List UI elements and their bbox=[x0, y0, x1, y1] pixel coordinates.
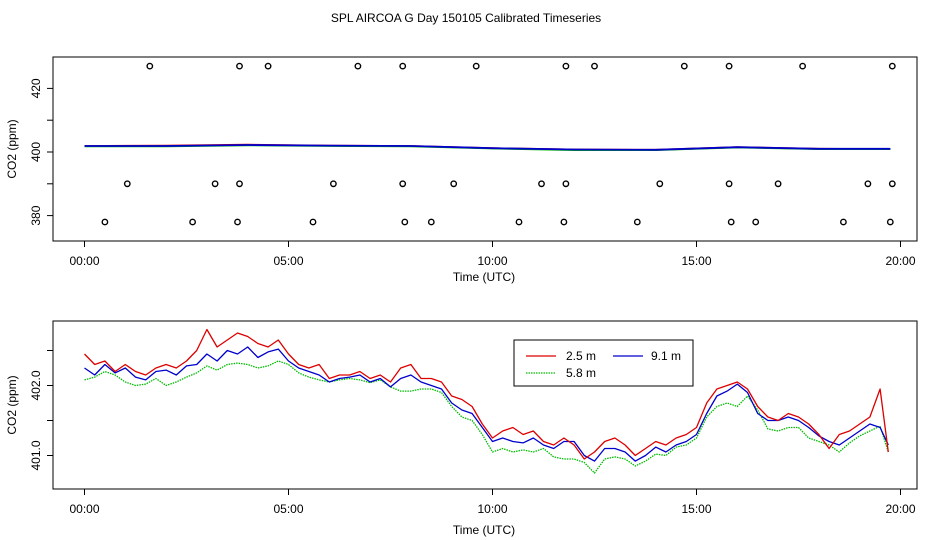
flag-point-378-12 bbox=[886, 218, 894, 226]
bottom-y-tick-label-2: 402.0 bbox=[29, 370, 43, 400]
flag-point-378-6 bbox=[515, 218, 523, 226]
legend-label-9-1m: 9.1 m bbox=[651, 349, 681, 363]
top-flag-points bbox=[101, 62, 896, 226]
flag-point-378-11 bbox=[840, 218, 847, 226]
flag-point-427-4 bbox=[399, 62, 407, 70]
top-y-axis: 380 400 420 bbox=[29, 78, 53, 226]
flag-point-427-11 bbox=[888, 62, 896, 70]
bottom-x-axis: 00:00 05:00 10:00 15:00 20:00 bbox=[69, 489, 916, 516]
flag-point-378-2 bbox=[234, 218, 241, 226]
flag-point-390-12 bbox=[888, 180, 896, 188]
flag-point-427-10 bbox=[799, 62, 806, 70]
flag-point-427-7 bbox=[591, 62, 598, 70]
flag-point-378-7 bbox=[560, 218, 568, 226]
bottom-y-axis: 401.0 402.0 bbox=[29, 350, 53, 471]
flag-point-390-8 bbox=[656, 180, 664, 188]
top-x-axis: 00:00 05:00 10:00 15:00 20:00 bbox=[69, 241, 916, 268]
bottom-y-axis-label: CO2 (ppm) bbox=[5, 375, 19, 434]
flag-point-378-0 bbox=[101, 218, 109, 226]
bottom-x-tick-label-3: 15:00 bbox=[681, 502, 711, 516]
top-x-tick-label-0: 00:00 bbox=[69, 254, 99, 268]
top-y-tick-label-2: 400 bbox=[29, 142, 43, 162]
flag-point-427-8 bbox=[680, 62, 688, 70]
flag-point-390-7 bbox=[562, 180, 570, 188]
bottom-series-line-2-5m bbox=[84, 328, 889, 460]
top-x-tick-label-3: 15:00 bbox=[681, 254, 711, 268]
bottom-x-tick-label-4: 20:00 bbox=[885, 502, 915, 516]
flag-point-390-2 bbox=[236, 180, 243, 188]
legend-label-2-5m: 2.5 m bbox=[566, 349, 596, 363]
top-y-tick-label-4: 420 bbox=[29, 78, 43, 98]
flag-point-390-6 bbox=[538, 180, 545, 188]
bottom-x-tick-label-1: 05:00 bbox=[273, 502, 303, 516]
bottom-series-line-9-1m bbox=[84, 346, 889, 462]
bottom-series-lines bbox=[84, 328, 889, 474]
flag-point-427-3 bbox=[354, 62, 362, 70]
top-panel: 00:00 05:00 10:00 15:00 20:00 380 400 420 Time… bbox=[5, 56, 918, 284]
flag-point-390-0 bbox=[123, 180, 131, 188]
flag-point-378-4 bbox=[401, 218, 409, 226]
top-plot-frame bbox=[52, 56, 918, 242]
bottom-y-tick-label-0: 401.0 bbox=[29, 440, 43, 470]
flag-point-390-9 bbox=[725, 180, 733, 188]
flag-point-390-10 bbox=[774, 180, 782, 188]
flag-point-378-8 bbox=[633, 218, 641, 226]
flag-point-390-3 bbox=[329, 180, 337, 188]
legend-box bbox=[513, 339, 694, 387]
top-x-tick-label-1: 05:00 bbox=[273, 254, 303, 268]
top-series-lines bbox=[84, 143, 891, 151]
flag-point-390-5 bbox=[450, 180, 458, 188]
flag-point-427-0 bbox=[146, 62, 154, 70]
flag-point-378-9 bbox=[727, 218, 735, 226]
bottom-x-tick-label-0: 00:00 bbox=[69, 502, 99, 516]
top-y-tick-label-0: 380 bbox=[29, 205, 43, 225]
top-y-axis-label: CO2 (ppm) bbox=[5, 119, 19, 178]
flag-point-378-10 bbox=[752, 218, 760, 226]
flag-point-427-9 bbox=[725, 62, 733, 70]
top-x-tick-label-2: 10:00 bbox=[477, 254, 507, 268]
bottom-x-axis-label: Time (UTC) bbox=[453, 523, 515, 537]
flag-point-427-5 bbox=[472, 62, 480, 70]
flag-point-378-1 bbox=[189, 218, 197, 226]
bottom-x-tick-label-2: 10:00 bbox=[477, 502, 507, 516]
bottom-series-line-5-8m bbox=[84, 360, 889, 474]
flag-point-378-3 bbox=[309, 218, 317, 226]
bottom-panel: 00:00 05:00 10:00 15:00 20:00 401.0 402.0 Tim… bbox=[5, 320, 918, 537]
flag-point-378-5 bbox=[427, 218, 435, 226]
legend: 2.5 m 9.1 m 5.8 m bbox=[513, 339, 694, 387]
flag-point-390-1 bbox=[211, 180, 219, 188]
top-series-line-9-1m bbox=[84, 144, 891, 151]
bottom-plot-frame bbox=[52, 320, 918, 490]
flag-point-427-2 bbox=[264, 62, 272, 70]
flag-point-427-6 bbox=[562, 62, 570, 70]
top-x-tick-label-4: 20:00 bbox=[885, 254, 915, 268]
top-x-axis-label: Time (UTC) bbox=[453, 270, 515, 284]
chart-title: SPL AIRCOA G Day 150105 Calibrated Times… bbox=[331, 11, 601, 25]
flag-point-390-4 bbox=[399, 180, 407, 188]
legend-label-5-8m: 5.8 m bbox=[566, 366, 596, 380]
flag-point-390-11 bbox=[864, 180, 872, 188]
flag-point-427-1 bbox=[236, 62, 243, 70]
